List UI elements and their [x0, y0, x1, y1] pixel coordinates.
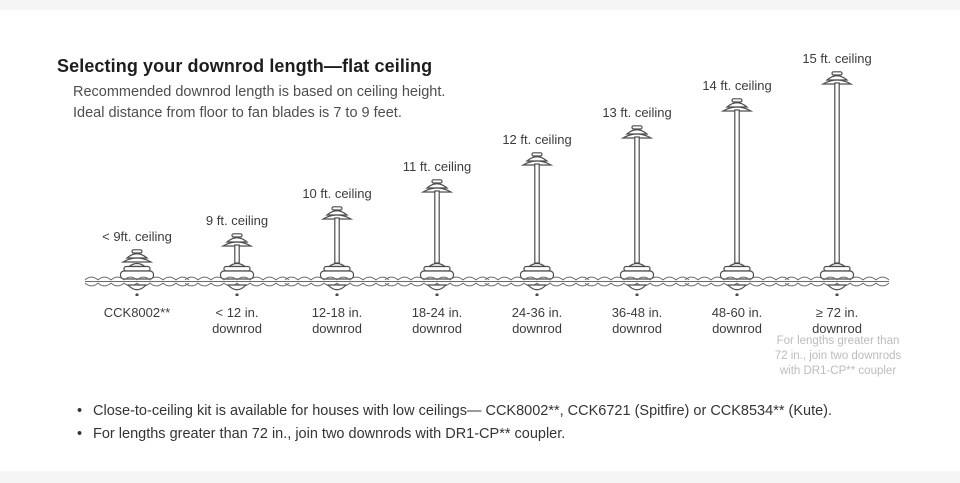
- downrod-label-line-2: downrod: [512, 321, 562, 336]
- fan-diagram: < 9ft. ceiling CCK8002** 9 ft. ceiling < 12…: [82, 51, 892, 337]
- fan-column: 10 ft. ceiling: [282, 186, 392, 301]
- fan-illustration: [82, 249, 192, 301]
- fan-column: < 9ft. ceiling: [82, 229, 192, 301]
- footnote-item: For lengths greater than 72 in., join tw…: [75, 423, 832, 446]
- fan-column: 14 ft. ceiling: [682, 78, 792, 301]
- downrod-label-line-2: downrod: [212, 321, 262, 336]
- ceiling-height-label: 14 ft. ceiling: [702, 78, 772, 93]
- downrod-label-line-2: downrod: [412, 321, 462, 336]
- downrod-label-line-2: downrod: [812, 321, 862, 336]
- top-edge-strip: [0, 0, 960, 10]
- ceiling-height-label: 13 ft. ceiling: [602, 105, 672, 120]
- fan-illustration: [282, 206, 392, 301]
- fan-column: 11 ft. ceiling: [382, 159, 492, 301]
- downrod-label-line-1: 36-48 in.: [611, 305, 663, 320]
- subtitle: Recommended downrod length is based on c…: [73, 82, 445, 124]
- subtitle-line-1: Recommended downrod length is based on c…: [73, 84, 446, 100]
- fan-column: 12 ft. ceiling: [482, 132, 592, 301]
- fan-illustration: [182, 233, 292, 301]
- ceiling-height-label: 15 ft. ceiling: [802, 51, 872, 66]
- downrod-label-line-2: downrod: [712, 321, 762, 336]
- downrod-length-label: < 12 in. downrod: [182, 305, 292, 337]
- downrod-label-line-1: ≥ 72 in.: [815, 305, 859, 320]
- fan-column: 15 ft. ceiling: [782, 51, 892, 301]
- fan-illustration: [782, 71, 892, 301]
- downrod-length-label: 48-60 in. downrod: [682, 305, 792, 337]
- downrod-length-label: 36-48 in. downrod: [582, 305, 692, 337]
- coupler-note-line: 72 in., join two downrods: [774, 350, 902, 362]
- downrod-length-label: 24-36 in. downrod: [482, 305, 592, 337]
- downrod-label-line-1: 12-18 in.: [311, 305, 363, 320]
- bottom-edge-strip: [0, 471, 960, 483]
- downrod-length-label: ≥ 72 in. downrod: [782, 305, 892, 337]
- downrod-label-line-1: < 12 in.: [215, 305, 259, 320]
- ceiling-height-label: 9 ft. ceiling: [205, 213, 269, 228]
- downrod-label-line-1: 24-36 in.: [511, 305, 563, 320]
- fan-illustration: [382, 179, 492, 301]
- downrod-length-label: CCK8002**: [82, 305, 192, 321]
- fan-illustration: [582, 125, 692, 301]
- downrod-label-line-1: 48-60 in.: [711, 305, 763, 320]
- footnotes: Close-to-ceiling kit is available for ho…: [75, 400, 832, 446]
- page-title: Selecting your downrod length—flat ceili…: [57, 56, 433, 76]
- fan-column: 13 ft. ceiling: [582, 105, 692, 301]
- fan-illustration: [682, 98, 792, 301]
- downrod-length-label: 18-24 in. downrod: [382, 305, 492, 337]
- downrod-label-line-2: downrod: [312, 321, 362, 336]
- downrod-label-line-2: downrod: [612, 321, 662, 336]
- downrod-length-label: 12-18 in. downrod: [282, 305, 392, 337]
- ceiling-height-label: 10 ft. ceiling: [302, 186, 372, 201]
- coupler-note-line: with DR1-CP** coupler: [779, 365, 897, 377]
- coupler-note-line: For lengths greater than: [776, 335, 900, 347]
- ceiling-height-label: < 9ft. ceiling: [102, 229, 172, 244]
- downrod-label-line-1: 18-24 in.: [411, 305, 463, 320]
- downrod-label-line-1: CCK8002**: [103, 305, 171, 320]
- ceiling-height-label: 12 ft. ceiling: [502, 132, 572, 147]
- fan-illustration: [482, 152, 592, 301]
- ceiling-height-label: 11 ft. ceiling: [402, 159, 472, 174]
- footnote-item: Close-to-ceiling kit is available for ho…: [75, 400, 832, 423]
- fan-column: 9 ft. ceiling: [182, 213, 292, 301]
- subtitle-line-2: Ideal distance from floor to fan blades …: [73, 105, 402, 121]
- coupler-note: For lengths greater than 72 in., join two…: [752, 334, 924, 379]
